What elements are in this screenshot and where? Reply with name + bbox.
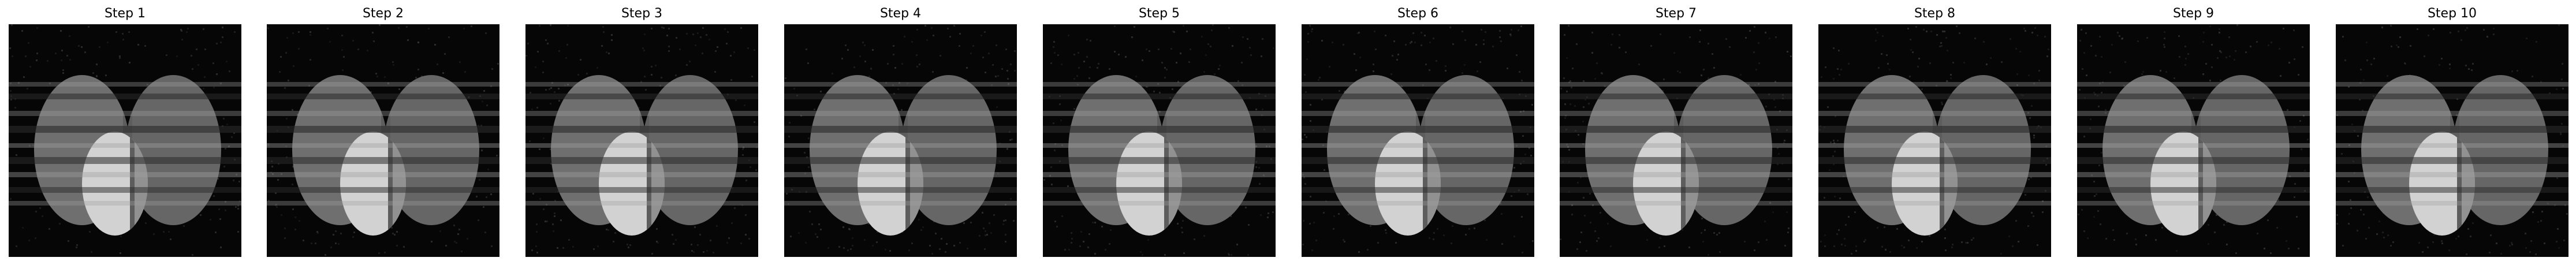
stripe-artifacts	[1818, 82, 2051, 206]
panel-title-2: Step 2	[362, 6, 404, 21]
panel-title-4: Step 4	[879, 6, 922, 21]
panel-image-6	[1302, 24, 1534, 257]
panel-title-9: Step 9	[2172, 6, 2215, 21]
panel-title-5: Step 5	[1138, 6, 1180, 21]
phantom-image-4	[784, 24, 1017, 257]
panel-image-10	[2336, 24, 2568, 257]
panel-image-5	[1043, 24, 1276, 257]
phantom-image-8	[1818, 24, 2051, 257]
panel-title-3: Step 3	[621, 6, 663, 21]
phantom-image-2	[267, 24, 499, 257]
panel-image-1	[9, 24, 241, 257]
panel-image-7	[1560, 24, 1792, 257]
panel-title-1: Step 1	[104, 6, 146, 21]
stripe-artifacts	[2077, 82, 2310, 206]
panel-title-10: Step 10	[2427, 6, 2477, 21]
stripe-artifacts	[525, 82, 758, 206]
phantom-image-9	[2077, 24, 2310, 257]
stripe-artifacts	[1043, 82, 1276, 206]
stripe-artifacts	[2336, 82, 2568, 206]
panel-title-8: Step 8	[1914, 6, 1956, 21]
stripe-artifacts	[9, 82, 241, 206]
phantom-image-10	[2336, 24, 2568, 257]
panel-image-9	[2077, 24, 2310, 257]
panel-image-2	[267, 24, 499, 257]
phantom-image-1	[9, 24, 241, 257]
phantom-image-7	[1560, 24, 1792, 257]
phantom-image-6	[1302, 24, 1534, 257]
stripe-artifacts	[267, 82, 499, 206]
panel-title-6: Step 6	[1397, 6, 1439, 21]
panel-image-3	[525, 24, 758, 257]
phantom-image-5	[1043, 24, 1276, 257]
panel-image-4	[784, 24, 1017, 257]
stripe-artifacts	[1302, 82, 1534, 206]
phantom-image-3	[525, 24, 758, 257]
stripe-artifacts	[784, 82, 1017, 206]
panel-image-8	[1818, 24, 2051, 257]
panel-title-7: Step 7	[1655, 6, 1697, 21]
stripe-artifacts	[1560, 82, 1792, 206]
